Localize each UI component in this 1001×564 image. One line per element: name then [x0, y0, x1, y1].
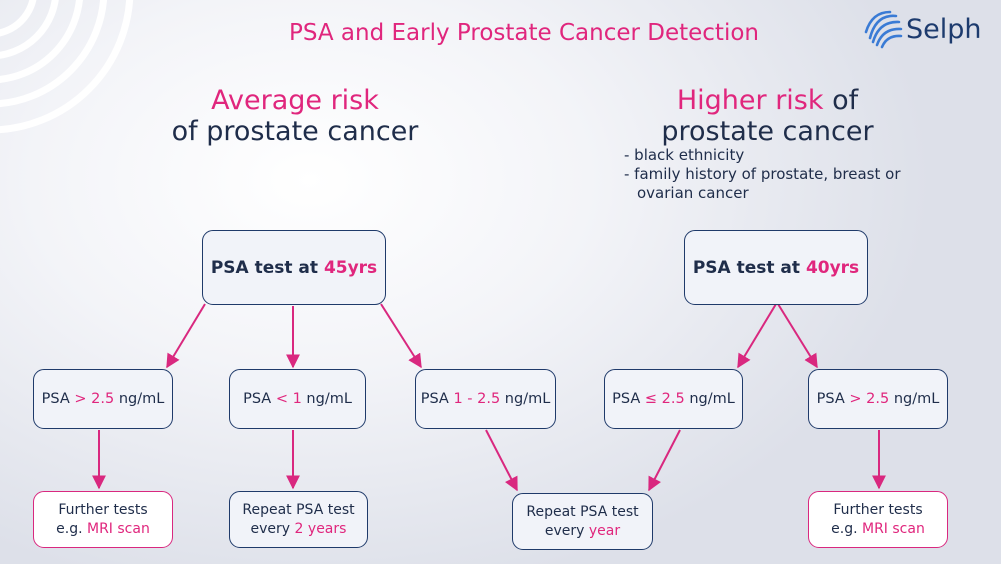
higher-risk-heading-pink: Higher risk — [676, 85, 824, 116]
risk-factor-item: - black ethnicity — [624, 146, 745, 164]
outcome-line2-prefix: e.g. — [56, 520, 87, 537]
average-risk-heading-dark: of prostate cancer — [171, 116, 419, 147]
outcome-line1: Repeat PSA test — [242, 501, 355, 518]
average-risk-heading-pink: Average risk — [211, 85, 379, 116]
arrow — [485, 429, 518, 492]
result-box: PSA > 2.5 ng/mL — [808, 369, 948, 429]
psa-test-45-box: PSA test at 45yrs — [202, 230, 386, 305]
selph-logo: Selph — [862, 8, 992, 52]
outcome-line2-value: year — [588, 522, 621, 539]
average-risk-heading: Average risk of prostate cancer — [120, 85, 470, 147]
result-unit: ng/mL — [114, 391, 165, 407]
result-value: > 2.5 — [74, 391, 115, 407]
result-box: PSA 1 - 2.5 ng/mL — [415, 369, 556, 429]
risk-factors-list: - black ethnicity - family history of pr… — [624, 146, 924, 203]
test-age: 40yrs — [805, 257, 860, 278]
result-value: ≤ 2.5 — [644, 391, 685, 407]
higher-risk-heading-mid: of — [823, 85, 859, 116]
outcome-line2-value: 2 years — [294, 520, 347, 537]
outcome-line1: Further tests — [58, 501, 148, 518]
result-box: PSA > 2.5 ng/mL — [33, 369, 173, 429]
test-label: PSA test at — [692, 257, 806, 278]
arrow — [737, 303, 777, 369]
outcome-line2-value: MRI scan — [87, 520, 150, 537]
arrow — [648, 429, 681, 492]
arrow — [380, 303, 422, 369]
outcome-box: Repeat PSA test every 2 years — [229, 491, 368, 548]
outcome-box: Further tests e.g. MRI scan — [808, 491, 948, 548]
result-prefix: PSA — [41, 391, 75, 407]
outcome-line1: Repeat PSA test — [526, 503, 639, 520]
higher-risk-heading-dark: prostate cancer — [661, 116, 874, 147]
psa-test-40-box: PSA test at 40yrs — [684, 230, 868, 305]
outcome-box: Repeat PSA test every year — [512, 493, 653, 550]
result-unit: ng/mL — [500, 391, 551, 407]
selph-logo-mark — [864, 10, 903, 49]
result-value: < 1 — [275, 391, 302, 407]
result-unit: ng/mL — [301, 391, 352, 407]
result-value: 1 - 2.5 — [453, 391, 501, 407]
outcome-line1: Further tests — [833, 501, 923, 518]
result-unit: ng/mL — [889, 391, 940, 407]
outcome-box: Further tests e.g. MRI scan — [33, 491, 173, 548]
outcome-line2-prefix: e.g. — [831, 520, 862, 537]
result-unit: ng/mL — [684, 391, 735, 407]
result-prefix: PSA — [243, 391, 276, 407]
concentric-arcs-decoration — [0, 0, 134, 134]
page-title: PSA and Early Prostate Cancer Detection — [288, 20, 759, 46]
logo-wordmark: Selph — [906, 14, 982, 45]
outcome-line2-prefix: every — [544, 522, 589, 539]
result-box: PSA < 1 ng/mL — [229, 369, 366, 429]
result-value: > 2.5 — [849, 391, 890, 407]
result-prefix: PSA — [420, 391, 454, 407]
arrow — [166, 303, 206, 369]
result-prefix: PSA — [612, 391, 645, 407]
arrow — [777, 303, 818, 369]
higher-risk-heading: Higher risk of prostate cancer — [600, 85, 935, 147]
test-age: 45yrs — [323, 257, 378, 278]
result-box: PSA ≤ 2.5 ng/mL — [604, 369, 743, 429]
outcome-line2-value: MRI scan — [862, 520, 925, 537]
test-label: PSA test at — [210, 257, 324, 278]
result-prefix: PSA — [816, 391, 850, 407]
risk-factor-item: - family history of prostate, breast or … — [624, 165, 901, 202]
outcome-line2-prefix: every — [250, 520, 295, 537]
